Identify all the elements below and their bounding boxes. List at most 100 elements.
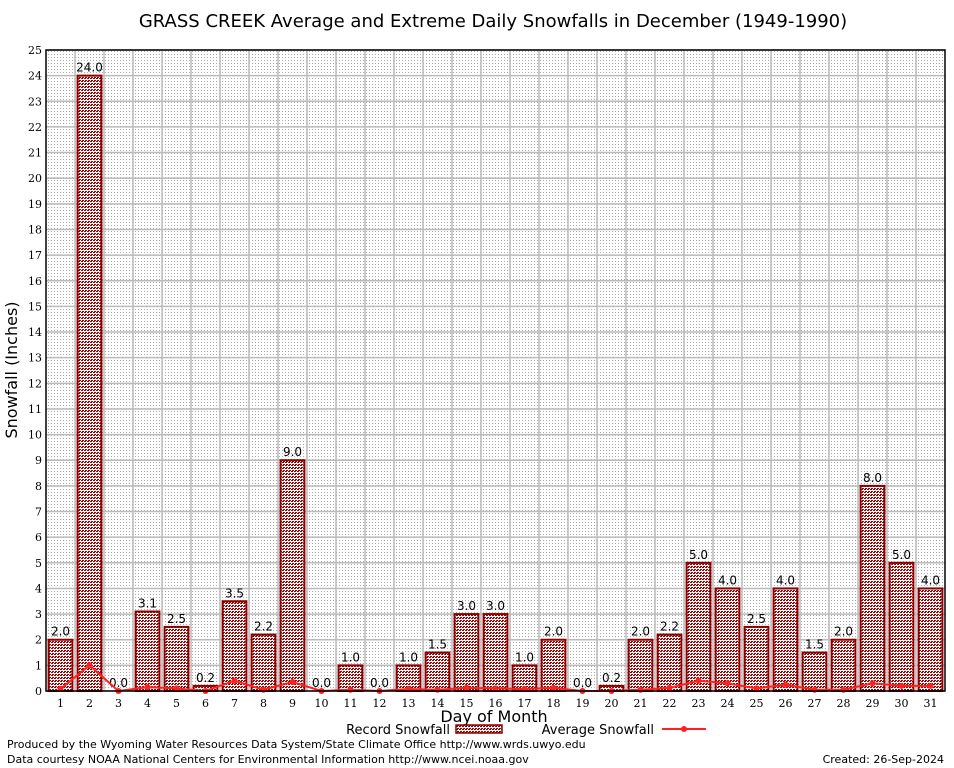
- x-tick-label: 7: [231, 697, 238, 710]
- bar-record-day-25: [743, 625, 770, 693]
- y-tick-label: 14: [28, 326, 42, 339]
- bar-record-day-22: [656, 633, 683, 692]
- bar-record-day-8: [250, 633, 277, 692]
- y-tick-label: 5: [35, 557, 42, 570]
- bar-record-day-16: [482, 613, 509, 693]
- bar-record-day-27: [801, 651, 828, 692]
- plot-border: [45, 49, 946, 692]
- legend-average-label: Average Snowfall: [542, 723, 654, 738]
- x-tick-label: 12: [373, 697, 387, 710]
- x-tick-label: 3: [115, 697, 122, 710]
- bar-data-label: 0.0: [573, 676, 592, 690]
- y-tick-label: 8: [35, 480, 42, 493]
- bar-data-label: 4.0: [776, 573, 795, 587]
- average-point-day-31: [927, 682, 934, 689]
- x-tick-label: 15: [460, 697, 474, 710]
- average-point-day-26: [782, 681, 789, 688]
- y-tick-label: 9: [35, 454, 42, 467]
- average-point-day-28: [840, 686, 847, 693]
- y-tick-label: 19: [28, 198, 42, 211]
- x-tick-label: 24: [721, 697, 735, 710]
- y-axis-label: Snowfall (Inches): [2, 301, 21, 438]
- average-point-day-11: [347, 686, 354, 693]
- bar-record-day-26: [772, 587, 799, 692]
- average-point-day-18: [550, 684, 557, 691]
- y-tick-label: 20: [28, 172, 42, 185]
- bar-record-day-14: [424, 651, 451, 692]
- bar-data-label: 5.0: [689, 548, 708, 562]
- y-tick-label: 4: [35, 582, 42, 595]
- y-tick-label: 12: [28, 377, 42, 390]
- y-tick-label: 21: [28, 147, 42, 160]
- y-tick-label: 7: [35, 506, 42, 519]
- average-point-day-25: [753, 685, 760, 692]
- bar-data-label: 3.0: [457, 599, 476, 613]
- bar-data-label: 2.0: [51, 625, 70, 639]
- bar-data-label: 2.2: [660, 620, 679, 634]
- x-tick-label: 18: [547, 697, 561, 710]
- chart-title: GRASS CREEK Average and Extreme Daily Sn…: [139, 11, 847, 32]
- bar-record-day-2: [76, 74, 103, 692]
- y-tick-label: 24: [28, 70, 42, 83]
- average-point-day-29: [869, 680, 876, 687]
- average-point-day-16: [492, 685, 499, 692]
- bar-data-label: 9.0: [283, 445, 302, 459]
- x-tick-label: 17: [518, 697, 532, 710]
- x-tick-label: 2: [86, 697, 93, 710]
- x-tick-label: 4: [144, 697, 151, 710]
- average-point-day-2: [86, 662, 93, 669]
- bar-data-label: 3.0: [486, 599, 505, 613]
- y-tick-label: 11: [28, 403, 42, 416]
- bar-data-label: 3.1: [138, 597, 157, 611]
- average-point-day-14: [434, 686, 441, 693]
- x-tick-label: 13: [402, 697, 416, 710]
- bar-record-day-31: [917, 587, 944, 692]
- x-tick-label: 5: [173, 697, 180, 710]
- footer-created: Created: 26-Sep-2024: [822, 753, 944, 766]
- y-tick-label: 16: [28, 275, 42, 288]
- x-tick-label: 1: [57, 697, 64, 710]
- x-tick-label: 27: [808, 697, 822, 710]
- x-axis-label: Day of Month: [440, 707, 547, 726]
- bar-record-day-7: [221, 600, 248, 693]
- x-tick-label: 21: [634, 697, 648, 710]
- average-point-day-21: [637, 686, 644, 693]
- x-tick-label: 10: [315, 697, 329, 710]
- bar-record-day-29: [859, 484, 886, 692]
- bar-data-label: 8.0: [863, 471, 882, 485]
- average-point-day-30: [898, 682, 905, 689]
- y-tick-label: 23: [28, 95, 42, 108]
- bar-data-label: 5.0: [892, 548, 911, 562]
- y-tick-label: 6: [35, 531, 42, 544]
- bar-record-day-28: [830, 638, 857, 692]
- bar-record-day-4: [134, 610, 161, 692]
- bar-data-label: 2.0: [834, 625, 853, 639]
- y-tick-label: 18: [28, 223, 42, 236]
- bar-data-label: 1.5: [428, 638, 447, 652]
- bar-data-label: 2.0: [544, 625, 563, 639]
- bar-data-label: 0.2: [196, 671, 215, 685]
- bar-record-day-24: [714, 587, 741, 692]
- bar-data-label: 0.0: [312, 676, 331, 690]
- x-tick-label: 29: [866, 697, 880, 710]
- bar-data-label: 4.0: [921, 573, 940, 587]
- legend-record-label: Record Snowfall: [346, 723, 450, 738]
- y-tick-label: 1: [35, 659, 42, 672]
- y-tick-label: 17: [28, 249, 42, 262]
- x-tick-label: 23: [692, 697, 706, 710]
- average-point-day-4: [144, 684, 151, 691]
- average-point-day-5: [173, 685, 180, 692]
- x-tick-label: 9: [289, 697, 296, 710]
- x-tick-label: 22: [663, 697, 677, 710]
- y-tick-label: 10: [28, 429, 42, 442]
- y-tick-label: 13: [28, 352, 42, 365]
- y-tick-label: 15: [28, 300, 42, 313]
- x-tick-label: 6: [202, 697, 209, 710]
- bar-record-day-5: [163, 625, 190, 693]
- bar-data-label: 0.0: [370, 676, 389, 690]
- y-tick-label: 2: [35, 634, 42, 647]
- average-point-day-15: [463, 684, 470, 691]
- x-tick-label: 25: [750, 697, 764, 710]
- bar-record-day-18: [540, 638, 567, 692]
- bar-data-label: 1.0: [341, 650, 360, 664]
